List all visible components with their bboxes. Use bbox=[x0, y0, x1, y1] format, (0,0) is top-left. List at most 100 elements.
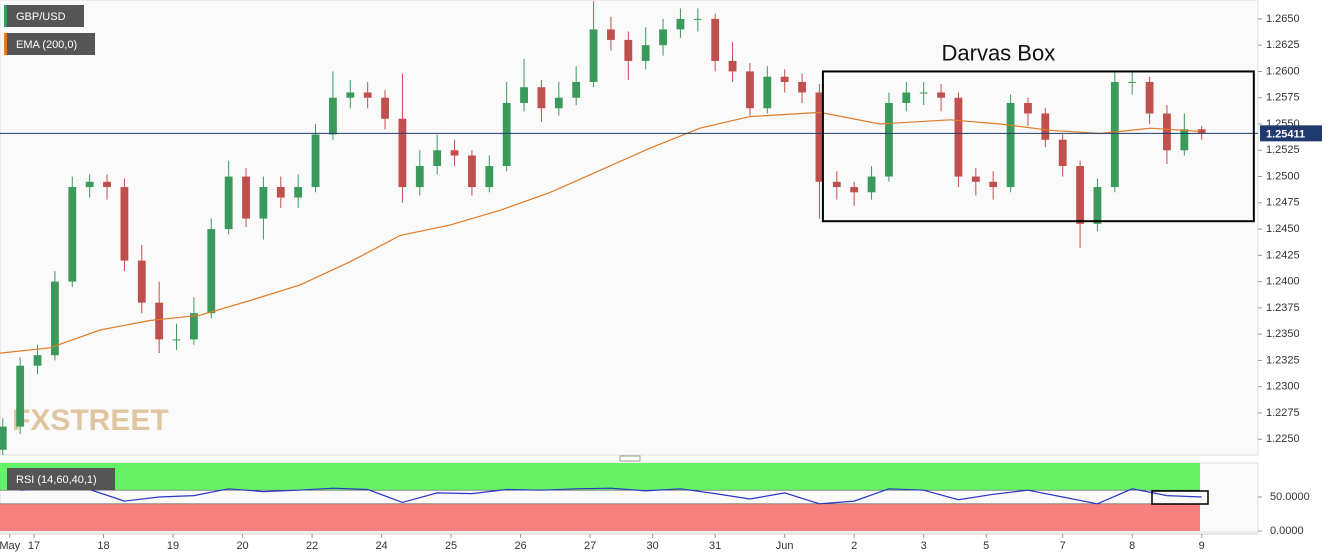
x-tick-label: 17 bbox=[28, 540, 40, 552]
watermark: FXSTREET bbox=[12, 404, 169, 437]
candle-body bbox=[554, 97, 563, 109]
candle-body bbox=[589, 29, 598, 82]
rsi-y-tick-label: 0.0000 bbox=[1270, 525, 1304, 537]
x-tick-label: 5 bbox=[983, 540, 989, 552]
price-panel bbox=[0, 0, 1259, 456]
x-tick-label: 18 bbox=[97, 540, 109, 552]
candle-body bbox=[780, 76, 789, 82]
candle-body bbox=[728, 60, 737, 72]
y-tick-label: 1.2650 bbox=[1266, 13, 1300, 25]
legend-swatch bbox=[4, 468, 7, 490]
candle-body bbox=[1093, 187, 1102, 224]
x-tick-label: 20 bbox=[236, 540, 248, 552]
darvas-box bbox=[821, 70, 1255, 223]
candle-body bbox=[259, 187, 268, 219]
y-tick-label: 1.2625 bbox=[1266, 39, 1300, 51]
panel-resize-handle[interactable] bbox=[619, 455, 641, 462]
x-tick-label: 8 bbox=[1129, 540, 1135, 552]
candle-body bbox=[33, 355, 42, 366]
last-price-label: 1.25411 bbox=[1266, 128, 1305, 140]
candle-body bbox=[85, 181, 94, 188]
candle-body bbox=[885, 102, 893, 177]
candle-body bbox=[572, 81, 581, 98]
rsi-y-tick-label: 50.0000 bbox=[1270, 491, 1310, 503]
candle-body bbox=[676, 18, 685, 30]
y-tick-label: 1.2275 bbox=[1266, 407, 1300, 419]
legend-box bbox=[4, 468, 115, 490]
candle-body bbox=[276, 187, 285, 198]
y-tick-label: 1.2325 bbox=[1266, 354, 1300, 366]
candle-body bbox=[311, 134, 320, 188]
candle-body bbox=[989, 181, 998, 188]
candle-body bbox=[1163, 113, 1171, 151]
x-tick-label: 26 bbox=[514, 540, 526, 552]
legend-ema: EMA (200,0) bbox=[16, 39, 77, 51]
y-tick-label: 1.2600 bbox=[1266, 65, 1300, 77]
x-tick-label: 19 bbox=[167, 540, 179, 552]
candle-body bbox=[294, 187, 303, 198]
candle-body bbox=[346, 92, 355, 98]
candle-body bbox=[468, 155, 476, 188]
x-tick-label: 9 bbox=[1199, 540, 1205, 552]
rsi-oversold-zone bbox=[0, 503, 1200, 531]
candle-body bbox=[902, 92, 911, 103]
candle-body bbox=[16, 365, 25, 427]
candle-body bbox=[242, 176, 250, 219]
candle-body bbox=[450, 150, 459, 156]
candle-body bbox=[937, 92, 945, 98]
legend-swatch bbox=[4, 5, 7, 27]
ema-line bbox=[0, 111, 1201, 354]
candle-body bbox=[954, 97, 963, 177]
candle-body bbox=[120, 187, 129, 261]
x-tick-label: 22 bbox=[306, 540, 318, 552]
candle-body bbox=[919, 92, 928, 94]
y-tick-label: 1.2450 bbox=[1266, 223, 1300, 235]
candle-body bbox=[832, 181, 841, 188]
y-tick-label: 1.2425 bbox=[1266, 249, 1300, 261]
candle-body bbox=[190, 313, 198, 340]
x-tick-label: 7 bbox=[1060, 540, 1066, 552]
candle-body bbox=[1180, 129, 1189, 151]
candle-body bbox=[415, 166, 424, 188]
candle-body bbox=[537, 87, 546, 109]
legend-swatch bbox=[4, 33, 7, 55]
legend-box bbox=[4, 5, 84, 27]
y-tick-label: 1.2300 bbox=[1266, 381, 1300, 393]
candle-body bbox=[68, 187, 77, 282]
candle-body bbox=[1110, 81, 1119, 188]
y-tick-label: 1.2400 bbox=[1266, 276, 1300, 288]
candle-body bbox=[224, 176, 233, 230]
candle-body bbox=[641, 45, 650, 61]
x-tick-label: 25 bbox=[445, 540, 457, 552]
candle-body bbox=[659, 29, 667, 46]
candle-body bbox=[1041, 113, 1050, 140]
candle-body bbox=[763, 76, 772, 109]
candle-body bbox=[1076, 166, 1084, 224]
candle-body bbox=[502, 102, 511, 167]
x-tick-label: 30 bbox=[647, 540, 659, 552]
rsi-highlight-box bbox=[1151, 490, 1209, 505]
candle-body bbox=[693, 18, 702, 20]
y-tick-label: 1.2500 bbox=[1266, 170, 1300, 182]
x-tick-label: Jun bbox=[776, 540, 794, 552]
candle-body bbox=[1058, 139, 1067, 167]
y-tick-label: 1.2575 bbox=[1266, 92, 1300, 104]
rsi-line bbox=[20, 487, 1202, 505]
y-tick-label: 1.2250 bbox=[1266, 433, 1300, 445]
y-tick-label: 1.2525 bbox=[1266, 144, 1300, 156]
candle-body bbox=[381, 97, 389, 119]
candle-body bbox=[1145, 81, 1154, 114]
candle-body bbox=[746, 71, 754, 109]
candle-body bbox=[155, 302, 164, 340]
candle-body bbox=[1128, 81, 1137, 83]
candle-body bbox=[867, 176, 876, 193]
candle-body bbox=[398, 118, 407, 188]
candle-body bbox=[0, 426, 7, 450]
candle-body bbox=[137, 260, 146, 303]
candle-body bbox=[329, 97, 337, 135]
candle-body bbox=[433, 150, 442, 167]
candle-body bbox=[172, 339, 181, 341]
candle-body bbox=[520, 87, 528, 103]
candle-body bbox=[50, 281, 59, 356]
candle-body bbox=[1024, 102, 1032, 114]
